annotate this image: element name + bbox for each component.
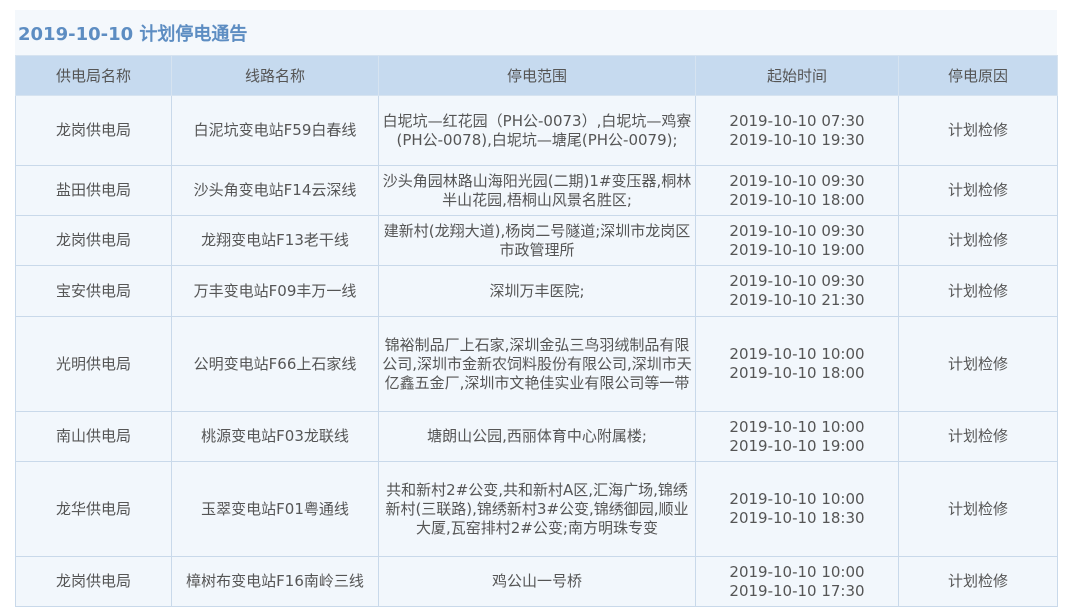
end-time: 2019-10-10 19:00 xyxy=(729,436,865,455)
start-time: 2019-10-10 10:00 xyxy=(729,490,865,508)
end-time: 2019-10-10 18:30 xyxy=(729,509,865,527)
table-row: 宝安供电局 万丰变电站F09丰万一线 深圳万丰医院; 2019-10-10 09:30… xyxy=(15,265,1058,317)
table-row: 龙岗供电局 龙翔变电站F13老干线 建新村(龙翔大道),杨岗二号隧道;深圳市龙岗区市… xyxy=(15,215,1058,266)
table-row: 龙华供电局 玉翠变电站F01粤通线 共和新村2#公变,共和新村A区,汇海广场,锦绣新… xyxy=(15,461,1058,557)
line-cell: 万丰变电站F09丰万一线 xyxy=(171,265,379,317)
start-time: 2019-10-10 09:30 xyxy=(729,171,865,190)
reason-cell: 计划检修 xyxy=(898,165,1058,216)
table-row: 盐田供电局 沙头角变电站F14云深线 沙头角园林路山海阳光园(二期)1#变压器,桐林… xyxy=(15,165,1058,216)
range-cell: 建新村(龙翔大道),杨岗二号隧道;深圳市龙岗区市政管理所 xyxy=(378,215,696,266)
table-row: 龙岗供电局 樟树布变电站F16南岭三线 鸡公山一号桥 2019-10-10 10:00… xyxy=(15,556,1058,607)
reason-cell: 计划检修 xyxy=(898,316,1058,412)
start-time: 2019-10-10 10:00 xyxy=(729,562,865,581)
reason-cell: 计划检修 xyxy=(898,411,1058,462)
end-time: 2019-10-10 21:30 xyxy=(729,291,865,309)
line-cell: 桃源变电站F03龙联线 xyxy=(171,411,379,462)
start-time: 2019-10-10 10:00 xyxy=(729,345,865,363)
start-time: 2019-10-10 09:30 xyxy=(729,221,865,240)
reason-cell: 计划检修 xyxy=(898,215,1058,266)
notice-panel: 2019-10-10 计划停电通告 供电局名称 线路名称 停电范围 起始时间 停电原因 … xyxy=(15,10,1058,607)
column-header: 线路名称 xyxy=(171,55,379,96)
line-cell: 樟树布变电站F16南岭三线 xyxy=(171,556,379,607)
time-cell: 2019-10-10 10:00 2019-10-10 19:00 xyxy=(695,411,899,462)
column-header: 供电局名称 xyxy=(15,55,172,96)
reason-cell: 计划检修 xyxy=(898,95,1058,166)
table-row: 南山供电局 桃源变电站F03龙联线 塘朗山公园,西丽体育中心附属楼; 2019-10-… xyxy=(15,411,1058,462)
range-cell: 白坭坑—红花园（PH公-0073）,白坭坑—鸡寮(PH公-0078),白坭坑—塘… xyxy=(378,95,696,166)
end-time: 2019-10-10 17:30 xyxy=(729,581,865,600)
time-cell: 2019-10-10 07:30 2019-10-10 19:30 xyxy=(695,95,899,166)
bureau-cell: 龙岗供电局 xyxy=(15,95,172,166)
bureau-cell: 光明供电局 xyxy=(15,316,172,412)
table-row: 光明供电局 公明变电站F66上石家线 锦裕制品厂上石家,深圳金弘三鸟羽绒制品有限公司… xyxy=(15,316,1058,412)
end-time: 2019-10-10 19:30 xyxy=(729,130,865,149)
page-title: 2019-10-10 计划停电通告 xyxy=(18,24,248,45)
time-cell: 2019-10-10 10:00 2019-10-10 17:30 xyxy=(695,556,899,607)
time-cell: 2019-10-10 09:30 2019-10-10 19:00 xyxy=(695,215,899,266)
start-time: 2019-10-10 07:30 xyxy=(729,111,865,130)
end-time: 2019-10-10 18:00 xyxy=(729,190,865,209)
range-cell: 共和新村2#公变,共和新村A区,汇海广场,锦绣新村(三联路),锦绣新村3#公变,… xyxy=(378,461,696,557)
reason-cell: 计划检修 xyxy=(898,265,1058,317)
line-cell: 沙头角变电站F14云深线 xyxy=(171,165,379,216)
bureau-cell: 盐田供电局 xyxy=(15,165,172,216)
column-header: 停电范围 xyxy=(378,55,696,96)
time-cell: 2019-10-10 10:00 2019-10-10 18:00 xyxy=(695,316,899,412)
time-cell: 2019-10-10 09:30 2019-10-10 18:00 xyxy=(695,165,899,216)
column-header: 起始时间 xyxy=(695,55,899,96)
bureau-cell: 南山供电局 xyxy=(15,411,172,462)
line-cell: 龙翔变电站F13老干线 xyxy=(171,215,379,266)
time-cell: 2019-10-10 10:00 2019-10-10 18:30 xyxy=(695,461,899,557)
range-cell: 沙头角园林路山海阳光园(二期)1#变压器,桐林半山花园,梧桐山风景名胜区; xyxy=(378,165,696,216)
range-cell: 鸡公山一号桥 xyxy=(378,556,696,607)
start-time: 2019-10-10 10:00 xyxy=(729,417,865,436)
reason-cell: 计划检修 xyxy=(898,556,1058,607)
bureau-cell: 龙岗供电局 xyxy=(15,215,172,266)
end-time: 2019-10-10 19:00 xyxy=(729,240,865,259)
line-cell: 公明变电站F66上石家线 xyxy=(171,316,379,412)
bureau-cell: 宝安供电局 xyxy=(15,265,172,317)
table-row: 龙岗供电局 白泥坑变电站F59白春线 白坭坑—红花园（PH公-0073）,白坭坑—鸡… xyxy=(15,95,1058,166)
end-time: 2019-10-10 18:00 xyxy=(729,364,865,382)
line-cell: 玉翠变电站F01粤通线 xyxy=(171,461,379,557)
bureau-cell: 龙岗供电局 xyxy=(15,556,172,607)
range-cell: 锦裕制品厂上石家,深圳金弘三鸟羽绒制品有限公司,深圳市金新农饲料股份有限公司,深… xyxy=(378,316,696,412)
range-cell: 塘朗山公园,西丽体育中心附属楼; xyxy=(378,411,696,462)
range-cell: 深圳万丰医院; xyxy=(378,265,696,317)
line-cell: 白泥坑变电站F59白春线 xyxy=(171,95,379,166)
column-header: 停电原因 xyxy=(898,55,1058,96)
time-cell: 2019-10-10 09:30 2019-10-10 21:30 xyxy=(695,265,899,317)
outage-table: 供电局名称 线路名称 停电范围 起始时间 停电原因 龙岗供电局 白泥坑变电站F59白春线白… xyxy=(15,55,1058,607)
bureau-cell: 龙华供电局 xyxy=(15,461,172,557)
reason-cell: 计划检修 xyxy=(898,461,1058,557)
start-time: 2019-10-10 09:30 xyxy=(729,272,865,290)
